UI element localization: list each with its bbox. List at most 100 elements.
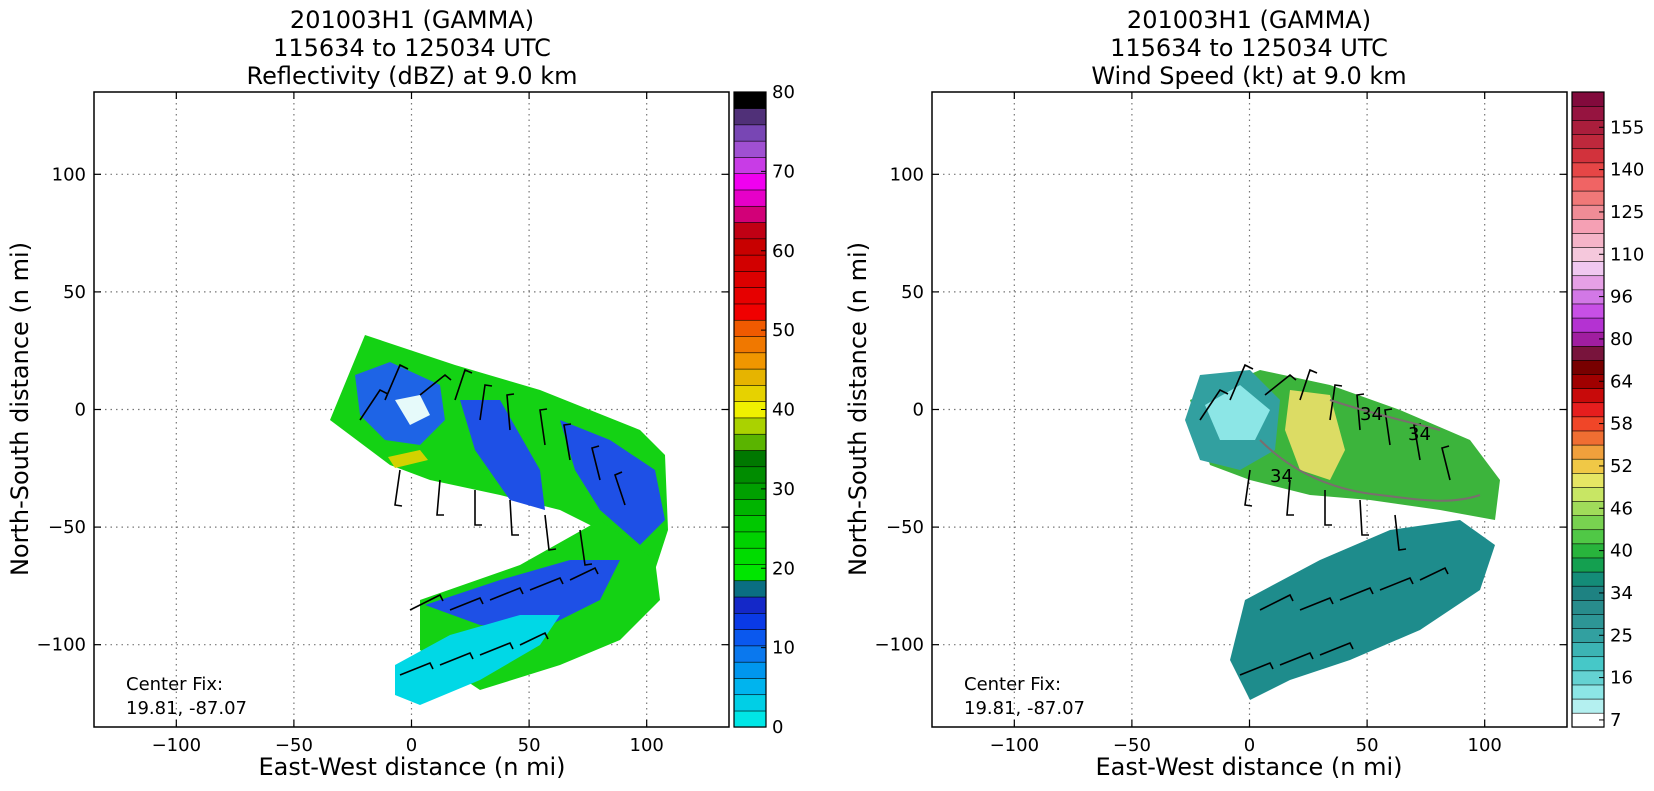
right-colorbar-segment xyxy=(1571,430,1605,446)
contour-label-34-b: 34 xyxy=(1360,404,1383,425)
left-colorbar-segment xyxy=(733,140,767,158)
left-colorbar-segment xyxy=(733,221,767,240)
right-colorbar-segment xyxy=(1571,275,1605,291)
left-colorbar-segment xyxy=(733,238,767,256)
right-x-tick-label: 0 xyxy=(1244,735,1255,756)
left-colorbar-segment xyxy=(733,107,767,126)
left-colorbar-segment xyxy=(733,319,767,337)
left-colorbar-label: 50 xyxy=(772,320,795,341)
right-colorbar-label: 110 xyxy=(1610,244,1644,265)
right-colorbar-segment xyxy=(1571,148,1605,164)
right-x-tick-label: −100 xyxy=(990,735,1039,756)
reflectivity-cyan-tail xyxy=(395,615,560,705)
left-colorbar-label: 70 xyxy=(772,161,795,182)
left-colorbar-segment xyxy=(733,515,767,533)
right-colorbar-segment xyxy=(1571,388,1605,404)
left-colorbar-segment xyxy=(733,629,767,647)
right-colorbar-segment xyxy=(1571,472,1605,488)
left-x-axis-label: East-West distance (n mi) xyxy=(258,753,565,781)
right-colorbar-segment xyxy=(1571,232,1605,248)
right-title-line-2: 115634 to 125034 UTC xyxy=(1110,34,1388,62)
left-colorbar-segment xyxy=(733,254,767,272)
right-colorbar-segment xyxy=(1571,571,1605,587)
left-colorbar-segment xyxy=(733,205,767,223)
right-colorbar-segment xyxy=(1571,444,1605,460)
right-x-tick-label: 100 xyxy=(1468,735,1502,756)
left-center-fix-label: Center Fix: xyxy=(126,674,223,695)
right-colorbar-label: 125 xyxy=(1610,202,1644,223)
left-x-tick-label: −100 xyxy=(152,735,201,756)
reflectivity-yellow-cell xyxy=(388,450,428,468)
right-colorbar-segment xyxy=(1571,402,1605,418)
reflectivity-blue-rainband-3 xyxy=(425,560,620,630)
left-colorbar-segment xyxy=(733,596,767,614)
left-y-tick-label: 100 xyxy=(52,164,86,185)
right-colorbar-segment xyxy=(1571,599,1605,615)
left-colorbar-label: 40 xyxy=(772,400,795,421)
left-colorbar-segment xyxy=(733,612,767,630)
right-colorbar-label: 52 xyxy=(1610,456,1633,477)
wind-speed-panel: 201003H1 (GAMMA) 115634 to 125034 UTC Wi… xyxy=(844,6,1644,781)
reflectivity-blue-rainband-2 xyxy=(560,420,665,545)
left-colorbar-segment xyxy=(733,563,767,582)
left-colorbar-segment xyxy=(733,433,767,451)
right-y-tick-label: −50 xyxy=(886,517,924,538)
left-wind-barbs xyxy=(359,363,626,676)
right-colorbar-frame xyxy=(1571,91,1605,728)
right-colorbar-label: 58 xyxy=(1610,414,1633,435)
right-colorbar-segment xyxy=(1571,613,1605,629)
right-y-axis-label: North-South distance (n mi) xyxy=(844,242,872,576)
right-colorbar-segment xyxy=(1571,656,1605,672)
right-y-tick-label: −100 xyxy=(875,635,924,656)
right-colorbar-segment xyxy=(1571,303,1605,319)
right-title-line-1: 201003H1 (GAMMA) xyxy=(1127,6,1371,34)
right-colorbar-segment xyxy=(1571,105,1605,121)
left-colorbar-label: 80 xyxy=(772,82,795,103)
right-colorbar-label: 140 xyxy=(1610,160,1644,181)
right-y-tick-label: 100 xyxy=(890,164,924,185)
left-x-tick-label: 50 xyxy=(518,735,541,756)
right-colorbar-label: 96 xyxy=(1610,287,1633,308)
left-colorbar-segment xyxy=(733,661,767,679)
right-colorbar-label: 46 xyxy=(1610,498,1633,519)
left-colorbar-label: 60 xyxy=(772,241,795,262)
wind-speed-jet-core xyxy=(1285,390,1345,480)
left-y-tick-label: −100 xyxy=(37,635,86,656)
left-colorbar-segment xyxy=(733,547,767,565)
right-colorbar-segment xyxy=(1571,486,1605,502)
left-y-tick-label: −50 xyxy=(48,517,86,538)
left-title-line-2: 115634 to 125034 UTC xyxy=(273,34,551,62)
right-colorbar-label: 155 xyxy=(1610,117,1644,138)
left-colorbar-segment xyxy=(733,384,767,402)
right-colorbar-segment xyxy=(1571,261,1605,277)
right-colorbar-label: 16 xyxy=(1610,668,1633,689)
right-colorbar-segment xyxy=(1571,515,1605,531)
wind-speed-34kt-contour xyxy=(1259,399,1481,502)
left-y-axis-label: North-South distance (n mi) xyxy=(6,242,34,576)
left-colorbar-segment xyxy=(733,482,767,500)
left-colorbar-segment xyxy=(733,173,767,191)
left-colorbar-label: 20 xyxy=(772,558,795,579)
right-x-axis-label: East-West distance (n mi) xyxy=(1095,753,1402,781)
reflectivity-colorbar: 0 10 20 30 40 50 60 70 80 xyxy=(733,82,795,738)
left-ticks: −100 −50 0 50 100 −100 −50 0 50 100 xyxy=(37,92,729,756)
left-colorbar-segment xyxy=(733,580,767,598)
left-title-line-1: 201003H1 (GAMMA) xyxy=(290,6,534,34)
right-center-fix-label: Center Fix: xyxy=(964,674,1061,695)
left-colorbar-segment xyxy=(733,417,767,435)
left-x-tick-label: 0 xyxy=(406,735,417,756)
right-x-tick-label: 50 xyxy=(1356,735,1379,756)
left-colorbar-segment xyxy=(733,466,767,484)
reflectivity-panel: 201003H1 (GAMMA) 115634 to 125034 UTC Re… xyxy=(6,6,795,781)
left-title-line-3: Reflectivity (dBZ) at 9.0 km xyxy=(247,62,578,90)
left-colorbar-segment xyxy=(733,677,767,696)
right-colorbar-label: 7 xyxy=(1610,710,1621,731)
right-y-tick-label: 0 xyxy=(913,400,924,421)
left-x-tick-label: 100 xyxy=(630,735,664,756)
left-x-tick-label: −50 xyxy=(275,735,313,756)
left-colorbar-segment xyxy=(733,303,767,321)
right-title-line-3: Wind Speed (kt) at 9.0 km xyxy=(1091,62,1406,90)
contour-label-34-a: 34 xyxy=(1270,466,1293,487)
right-colorbar-segment xyxy=(1571,218,1605,234)
